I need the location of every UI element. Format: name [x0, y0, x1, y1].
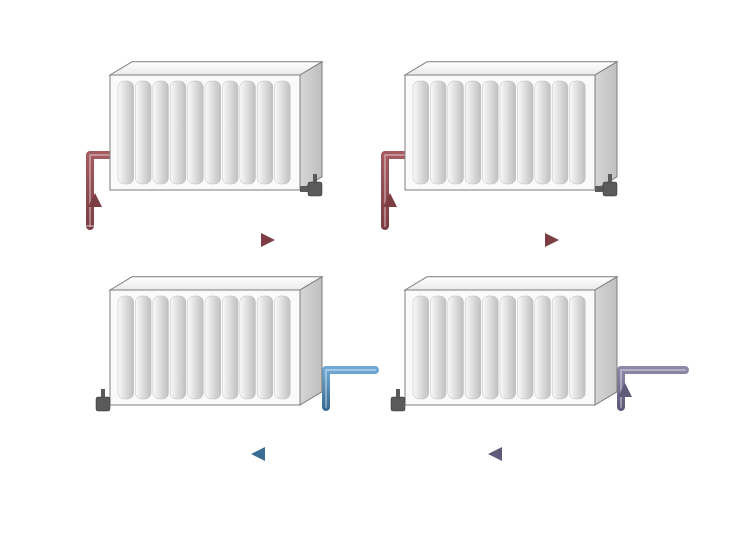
pipe-r3-feed — [326, 370, 375, 407]
valve-r4 — [391, 389, 405, 411]
pipe-hot-mid-riser — [385, 155, 405, 226]
arrow-right — [261, 233, 275, 247]
valve-r3 — [96, 389, 110, 411]
radiator-r4 — [405, 277, 617, 405]
pipe-r4-feed — [621, 370, 685, 407]
radiator-r3 — [110, 277, 322, 405]
arrow-left — [488, 447, 502, 461]
diagram-svg — [0, 0, 749, 540]
arrow-left — [251, 447, 265, 461]
radiator-r1 — [110, 62, 322, 190]
radiators — [110, 62, 617, 405]
arrow-right — [545, 233, 559, 247]
radiator-r2 — [405, 62, 617, 190]
pipe-hot-left-riser — [90, 155, 110, 226]
heating-diagram — [0, 0, 749, 540]
